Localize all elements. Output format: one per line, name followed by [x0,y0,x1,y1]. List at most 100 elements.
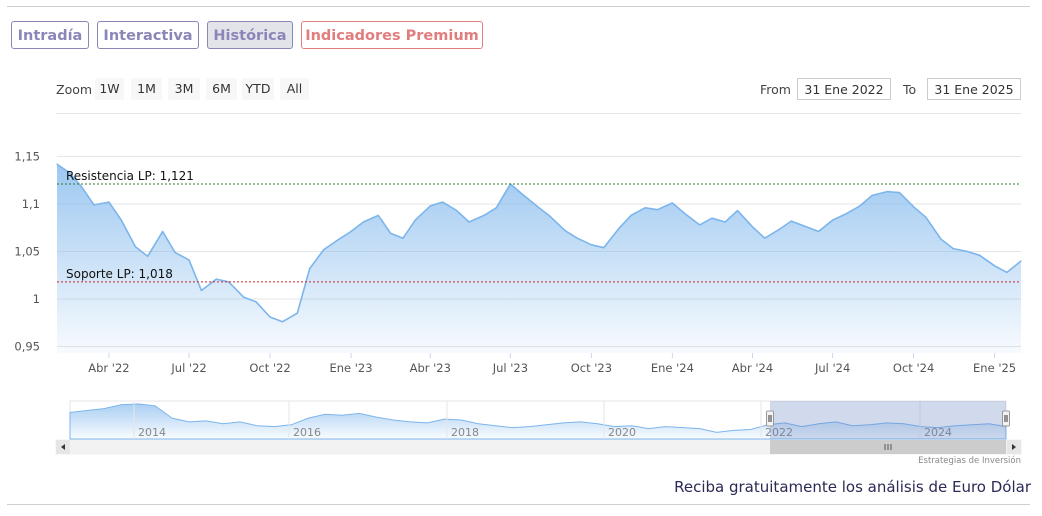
chart-credit[interactable]: Estrategias de Inversión [918,456,1021,466]
data-point [751,226,754,228]
x-tick-label: Ene '25 [973,361,1016,375]
from-date-input[interactable]: 31 Ene 2022 [797,78,891,100]
x-tick-label: Jul '24 [814,361,850,375]
arrow-right-icon [1012,444,1016,450]
data-point [188,259,190,261]
navigator-series [69,403,1007,440]
zoom-1w-button[interactable]: 1W [95,78,124,100]
y-tick-label: 1,1 [22,197,40,211]
x-tick-label: Ene '24 [651,361,694,375]
data-point [335,240,337,242]
data-point [684,212,686,215]
to-label: To [903,82,917,97]
price-chart: 1,15 1,1 1,05 1 0,95 Resistencia LP: 1,121 So… [14,150,1022,455]
navigator-year-label: 2024 [924,426,952,439]
zoom-1m-button[interactable]: 1M [131,78,162,100]
to-date-input[interactable]: 31 Ene 2025 [927,78,1021,100]
data-point [456,210,458,212]
data-point [243,296,245,298]
navigator-year-label: 2014 [138,426,166,439]
data-point [429,205,431,207]
data-point [711,217,713,219]
newsletter-link[interactable]: Reciba gratuitamente los análisis de Eur… [674,478,1031,496]
x-tick-label: Abr '22 [88,361,129,375]
navigator-year-label: 2020 [608,426,636,439]
data-point [537,206,539,208]
tab-indicadores-premium[interactable]: Indicadores Premium [301,21,483,49]
data-point [147,255,149,257]
data-point [576,237,578,239]
navigator-year-label: 2022 [765,426,793,439]
data-point [483,214,485,216]
zoom-ytd-button[interactable]: YTD [242,78,274,100]
data-point [495,207,497,209]
data-point [898,192,901,194]
data-point [377,214,379,216]
data-point [108,201,110,203]
data-point [805,226,807,228]
navigator-handle-left[interactable] [766,410,774,427]
data-point [913,206,915,208]
data-point [832,219,834,221]
data-point [323,249,325,251]
zoom-3m-button[interactable]: 3M [168,78,200,100]
data-point [468,221,470,223]
data-point [228,281,230,283]
x-tick-label: Ene '23 [329,361,372,375]
navigator-mask [770,401,1006,439]
x-tick-label: Oct '22 [249,361,290,375]
data-point [630,214,632,216]
data-point [120,219,122,221]
x-tick-label: Jul '23 [492,361,528,375]
navigator-handle-right[interactable] [1002,410,1010,427]
data-point [350,230,352,233]
data-point [215,278,217,280]
data-point [736,210,739,212]
x-tick-label: Oct '23 [571,361,612,375]
support-label: Soporte LP: 1,018 [66,267,173,281]
y-tick-label: 1,05 [14,245,40,259]
y-tick-label: 1 [33,292,40,306]
data-point [778,229,780,231]
data-point [603,247,605,249]
data-point [174,251,176,253]
data-point [134,246,136,248]
data-point [162,230,164,233]
zoom-all-button[interactable]: All [280,78,309,100]
data-point [979,254,981,256]
data-point [671,202,674,204]
tab-interactiva[interactable]: Interactiva [97,21,199,49]
data-point [925,216,927,218]
data-point [764,237,766,239]
data-point [844,213,846,215]
toolbar-divider [56,113,1021,114]
data-point [414,219,416,221]
data-point [966,250,968,253]
series-area [57,164,1021,353]
data-point [269,316,271,318]
data-point [699,224,701,226]
data-point [871,194,873,196]
top-divider [7,6,1030,7]
bottom-divider [7,504,1030,505]
x-tick-label: Abr '24 [732,361,773,375]
data-point [390,232,392,234]
data-point [1020,260,1022,262]
data-point [402,237,404,239]
data-point [724,221,726,223]
navigator-year-label: 2018 [451,426,479,439]
arrow-left-icon [61,444,65,450]
zoom-6m-button[interactable]: 6M [206,78,237,100]
data-point [886,191,888,193]
data-point [56,163,58,165]
data-point [564,230,566,232]
navigator-year-label: 2016 [293,426,321,439]
data-point [618,228,620,230]
tab-historica[interactable]: Histórica [207,21,293,49]
y-tick-label: 0,95 [14,340,40,354]
data-point [644,207,646,209]
data-point [549,215,551,217]
tab-intradia[interactable]: Intradía [11,21,89,49]
data-point [790,220,792,222]
from-label: From [760,82,791,97]
